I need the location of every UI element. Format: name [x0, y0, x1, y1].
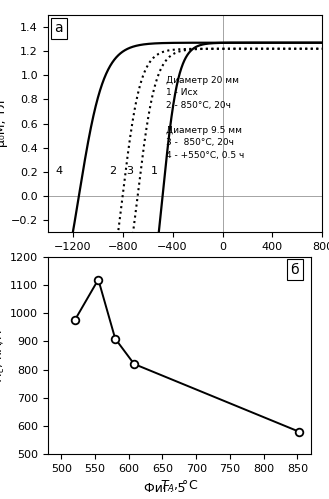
- Text: 4: 4: [55, 166, 63, 176]
- Text: а: а: [55, 21, 63, 35]
- X-axis label: H, кА/м: H, кА/м: [162, 257, 209, 270]
- Text: Диаметр 20 мм
1 - Исх
2 - 850°С, 20ч

Диаметр 9.5 мм
3 -  850°С, 20ч
4 - +550°С,: Диаметр 20 мм 1 - Исх 2 - 850°С, 20ч Диа…: [166, 76, 244, 160]
- Y-axis label: μ₀M, Тл: μ₀M, Тл: [0, 100, 8, 147]
- X-axis label: $T_A$, °С: $T_A$, °С: [160, 480, 198, 495]
- Text: 1: 1: [151, 166, 158, 176]
- Text: 2: 2: [109, 166, 116, 176]
- Y-axis label: $H_c$, кА/м: $H_c$, кА/м: [0, 329, 7, 382]
- Text: Фиг. 5: Фиг. 5: [144, 482, 185, 495]
- Text: б: б: [291, 263, 299, 277]
- Text: 3: 3: [127, 166, 134, 176]
